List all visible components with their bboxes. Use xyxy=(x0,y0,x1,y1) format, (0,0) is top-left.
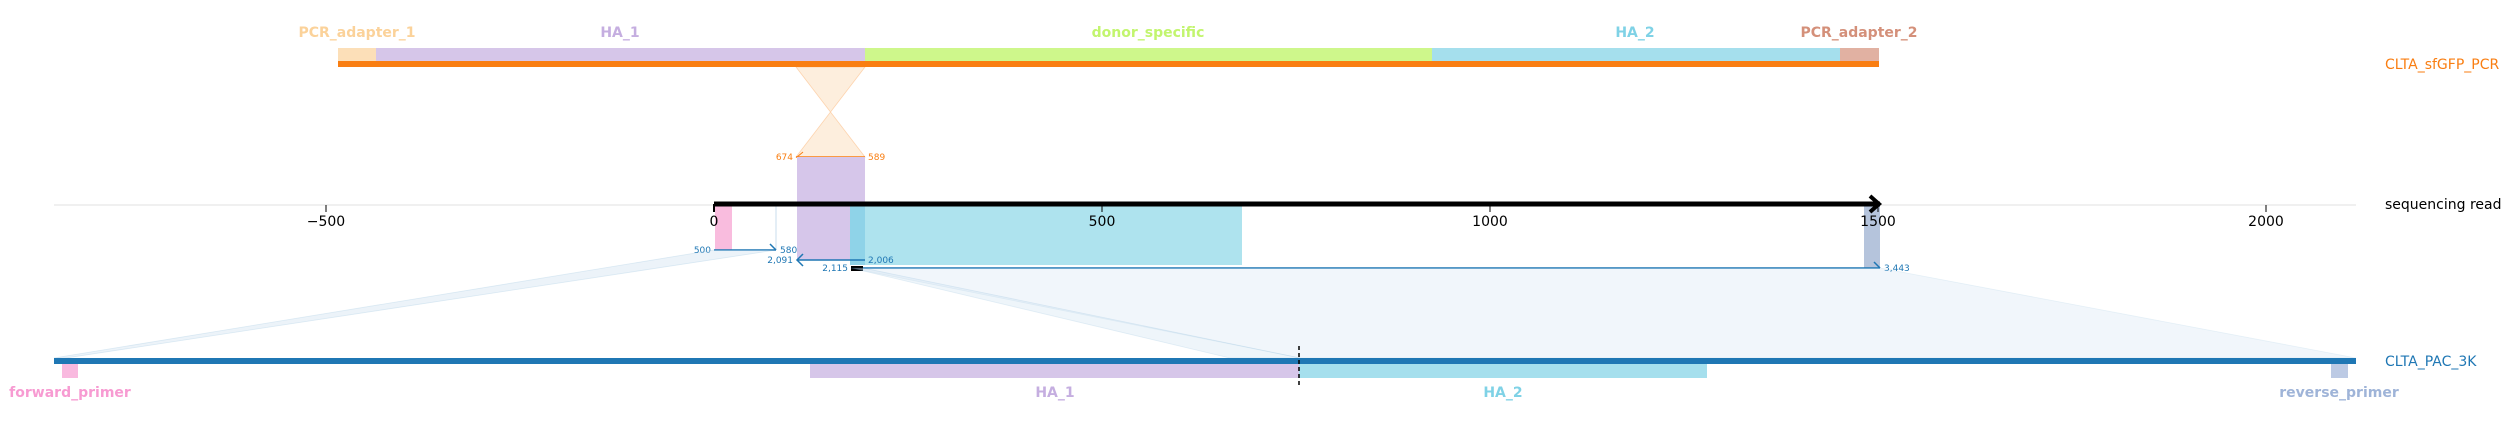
top-feature-label: PCR_adapter_2 xyxy=(1800,25,1917,41)
read-segment-a-right-label: 580 xyxy=(780,246,797,256)
top-alignment-cross-shade xyxy=(795,66,866,158)
axis-tick-label: 1500 xyxy=(1860,214,1896,230)
bottom-feature-label: reverse_primer xyxy=(2279,385,2399,401)
read-segment-c-arrow xyxy=(1873,261,1881,269)
top-feature-ha-1-bar xyxy=(376,48,865,61)
top-alignment-label-left: 674 xyxy=(776,153,793,163)
axis-tick-label: 2000 xyxy=(2248,214,2284,230)
top-feature-pcr-adapter-2-bar xyxy=(1840,48,1879,61)
read-segment-b-left-label: 2,006 xyxy=(868,256,894,266)
top-alignment-label-right: 589 xyxy=(868,153,885,163)
top-feature-label: donor_specific xyxy=(1092,25,1205,41)
read-highlight-cyan xyxy=(865,205,1242,265)
connector-left xyxy=(53,249,777,359)
read-highlights xyxy=(715,157,1880,268)
bottom-feature-forward-primer-bar xyxy=(62,364,78,378)
top-feature-label: HA_2 xyxy=(1615,25,1654,41)
read-segment-a-bottom-label: 2,091 xyxy=(767,256,793,266)
read-segment-a-left-label: 500 xyxy=(694,246,711,256)
top-feature-label: HA_1 xyxy=(600,25,639,41)
bottom-sequence-name: CLTA_PAC_3K xyxy=(2385,354,2477,370)
read-segment-b-arrow xyxy=(795,253,804,267)
top-feature-donor-specific-bar xyxy=(865,48,1432,61)
middle-sequence-name: sequencing read xyxy=(2385,197,2501,213)
top-feature-pcr-adapter-1-bar xyxy=(338,48,376,61)
read-highlight-steel xyxy=(1864,205,1880,268)
read-highlight-cyan-small xyxy=(850,205,865,265)
sequencing-read: sequencing read xyxy=(713,194,2501,214)
top-alignment: 674 589 xyxy=(776,66,885,164)
top-sequence-name: CLTA_sfGFP_PCR xyxy=(2385,57,2499,73)
axis-tick-label: 500 xyxy=(1089,214,1116,230)
bottom-feature-label: HA_1 xyxy=(1035,385,1074,401)
axis-tick-label: 1000 xyxy=(1472,214,1508,230)
bottom-feature-ha-2-bar xyxy=(1299,364,1707,378)
axis-tick-label: −500 xyxy=(307,214,345,230)
top-feature-ha-2-bar xyxy=(1432,48,1840,61)
bottom-sequence-line xyxy=(54,358,2356,364)
bottom-feature-label: HA_2 xyxy=(1483,385,1522,401)
bottom-sequence: forward_primer HA_1 HA_2 reverse_primer … xyxy=(9,346,2477,401)
read-segment-c-left-label: 2,115 xyxy=(822,264,848,274)
axis-tick-label: 0 xyxy=(710,214,719,230)
bottom-feature-reverse-primer-bar xyxy=(2331,364,2348,378)
bottom-feature-ha-1-bar xyxy=(810,364,1299,378)
top-feature-label: PCR_adapter_1 xyxy=(298,25,415,41)
sequencing-read-arrowhead xyxy=(1868,194,1883,214)
read-alignments: 500 580 2,091 2,006 2,115 3,443 xyxy=(694,243,1910,274)
bottom-feature-label: forward_primer xyxy=(9,385,131,401)
bottom-connectors xyxy=(53,249,2357,359)
read-highlight-pink xyxy=(715,205,732,250)
top-sequence: PCR_adapter_1 HA_1 donor_specific HA_2 P… xyxy=(298,25,2499,73)
read-segment-c-start-block xyxy=(851,266,863,271)
read-segment-a-arrow xyxy=(769,243,777,251)
top-sequence-line xyxy=(338,61,1879,67)
read-segment-c-right-label: 3,443 xyxy=(1884,264,1910,274)
